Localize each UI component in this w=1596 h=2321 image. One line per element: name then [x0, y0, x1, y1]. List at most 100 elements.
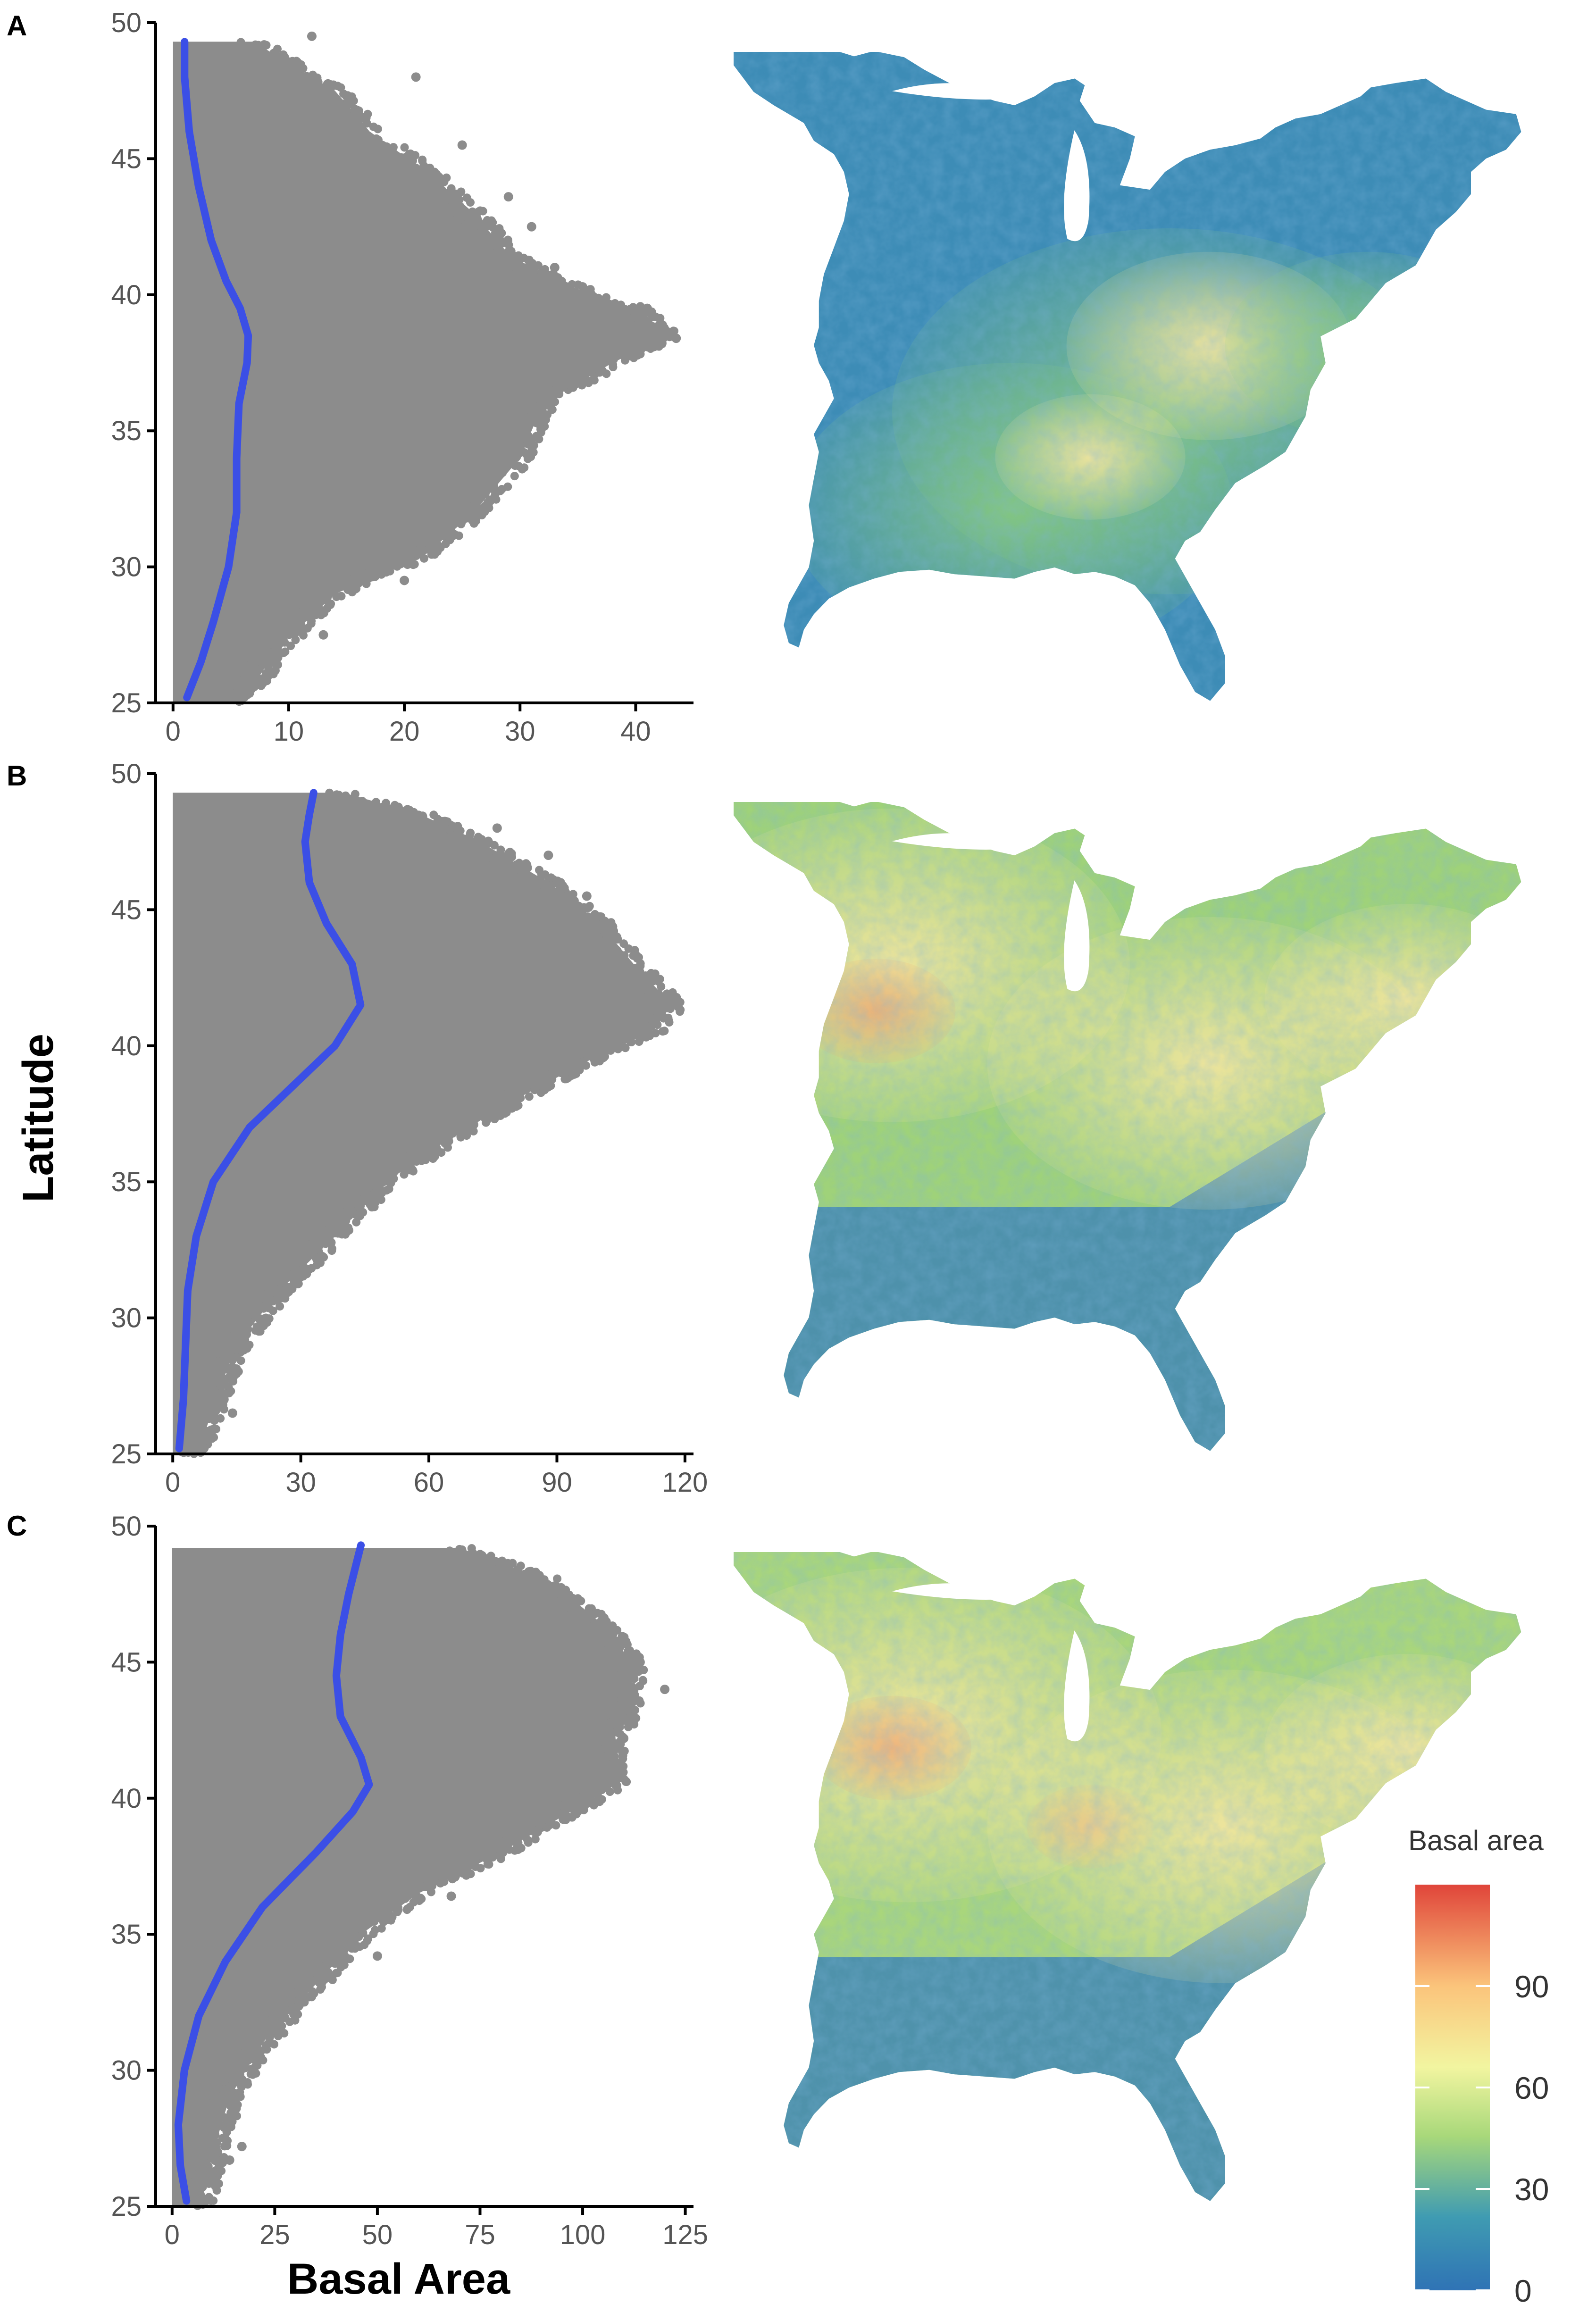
scatter-point: [592, 913, 601, 922]
scatter-point: [578, 282, 587, 291]
scatter-point: [384, 1903, 393, 1912]
scatter-point: [291, 613, 300, 622]
scatter-point: [471, 509, 480, 518]
scatter-point: [477, 1551, 486, 1560]
scatter-point: [492, 823, 502, 833]
scatter-point: [317, 596, 326, 605]
scatter-point: [550, 1589, 559, 1598]
scatter-point: [614, 964, 623, 973]
scatter-point: [551, 1821, 560, 1830]
scatter-point: [480, 486, 490, 496]
lake-michigan: [1064, 1630, 1090, 1742]
x-tick-label: 30: [505, 716, 535, 747]
scatter-point: [617, 1034, 626, 1043]
scatter-point: [275, 63, 284, 72]
scatter-point: [358, 571, 367, 580]
scatter-point: [362, 1918, 371, 1927]
y-tick-label: 35: [111, 416, 142, 446]
scatter-point: [288, 1285, 297, 1294]
scatter-point: [624, 965, 633, 974]
scatter-point: [248, 1299, 257, 1308]
scatter-point: [503, 482, 512, 491]
scatter-point: [598, 358, 607, 367]
scatter-point: [389, 155, 398, 164]
scatter-point: [526, 878, 535, 887]
scatter-point: [289, 2005, 298, 2014]
scatter-point: [428, 1135, 437, 1144]
scatter-point: [514, 1101, 523, 1110]
scatter-point: [553, 1065, 562, 1074]
scatter-point: [642, 1033, 651, 1042]
scatter-point: [393, 1160, 402, 1169]
scatter-point: [515, 1090, 524, 1099]
scatter-point: [297, 1996, 306, 2005]
scatter-point: [303, 624, 312, 633]
scatter-point: [483, 498, 492, 507]
scatter-point: [293, 1987, 302, 1996]
scatter-point: [242, 1344, 251, 1353]
scatter-point: [319, 1226, 328, 1235]
scatter-point: [218, 2158, 227, 2167]
scatter-point: [307, 1965, 316, 1974]
scatter-point: [263, 673, 272, 682]
scatter-point: [461, 506, 470, 514]
scatter-point: [601, 925, 610, 934]
scatter-point: [558, 1801, 567, 1810]
scatter-point: [202, 2164, 211, 2173]
scatter-point: [583, 1799, 592, 1808]
scatter-point: [523, 872, 532, 881]
scatter-point: [208, 1403, 217, 1412]
scatter-point: [611, 300, 620, 309]
scatter-point: [447, 184, 456, 193]
scatter-point: [307, 31, 317, 41]
scatter-point: [360, 1940, 369, 1949]
scatter-point: [255, 650, 264, 659]
scatter-point: [529, 269, 538, 278]
scatter-point: [440, 531, 449, 540]
scatter-point: [263, 2022, 272, 2031]
x-axis-title: Basal Area: [287, 2255, 510, 2303]
scatter-point: [610, 1752, 619, 1761]
panel-label-c: C: [7, 1510, 27, 1542]
scatter-point: [213, 1360, 222, 1369]
scatter-point: [646, 992, 656, 1002]
scatter-point: [532, 1819, 541, 1828]
scatter-point: [446, 515, 455, 524]
scatter-point: [373, 125, 382, 134]
scatter-point: [529, 448, 538, 457]
scatter-point: [409, 808, 418, 817]
scatter-point: [353, 1200, 362, 1209]
scatter-point: [568, 890, 577, 899]
scatter-point: [252, 1322, 261, 1331]
scatter-point: [655, 975, 664, 984]
scatter-point: [257, 1314, 266, 1323]
scatter-point: [220, 2142, 229, 2151]
scatter-point: [214, 1349, 222, 1358]
scatter-point: [476, 238, 485, 247]
scatter-point: [270, 2040, 278, 2049]
scatter-point: [605, 1787, 614, 1796]
scatter-point: [361, 137, 370, 146]
scatter-panel-c: 25 30 35 40 45 50 0 25 50 75 100 125: [111, 1511, 708, 2250]
scatter-point: [577, 1058, 586, 1067]
scatter-point: [642, 303, 652, 313]
lake-superior: [892, 1583, 1019, 1600]
scatter-point: [506, 1102, 515, 1110]
scatter-point: [355, 1922, 364, 1931]
scatter-point: [469, 1127, 478, 1135]
scatter-point: [524, 432, 533, 441]
scatter-point: [665, 1018, 674, 1027]
scatter-point: [337, 1956, 346, 1965]
scatter-point: [247, 2064, 256, 2073]
scatter-point: [628, 345, 637, 353]
scatter-point: [206, 1362, 215, 1371]
scatter-point: [585, 1604, 593, 1613]
scatter-point: [299, 1976, 308, 1985]
map-texture: [734, 802, 1521, 1451]
scatter-point: [503, 1559, 512, 1568]
scatter-point: [271, 666, 280, 675]
scatter-point: [217, 2166, 226, 2175]
legend-tick-label: 60: [1514, 2071, 1549, 2105]
y-tick-label: 35: [111, 1919, 142, 1950]
scatter-point: [434, 541, 443, 550]
